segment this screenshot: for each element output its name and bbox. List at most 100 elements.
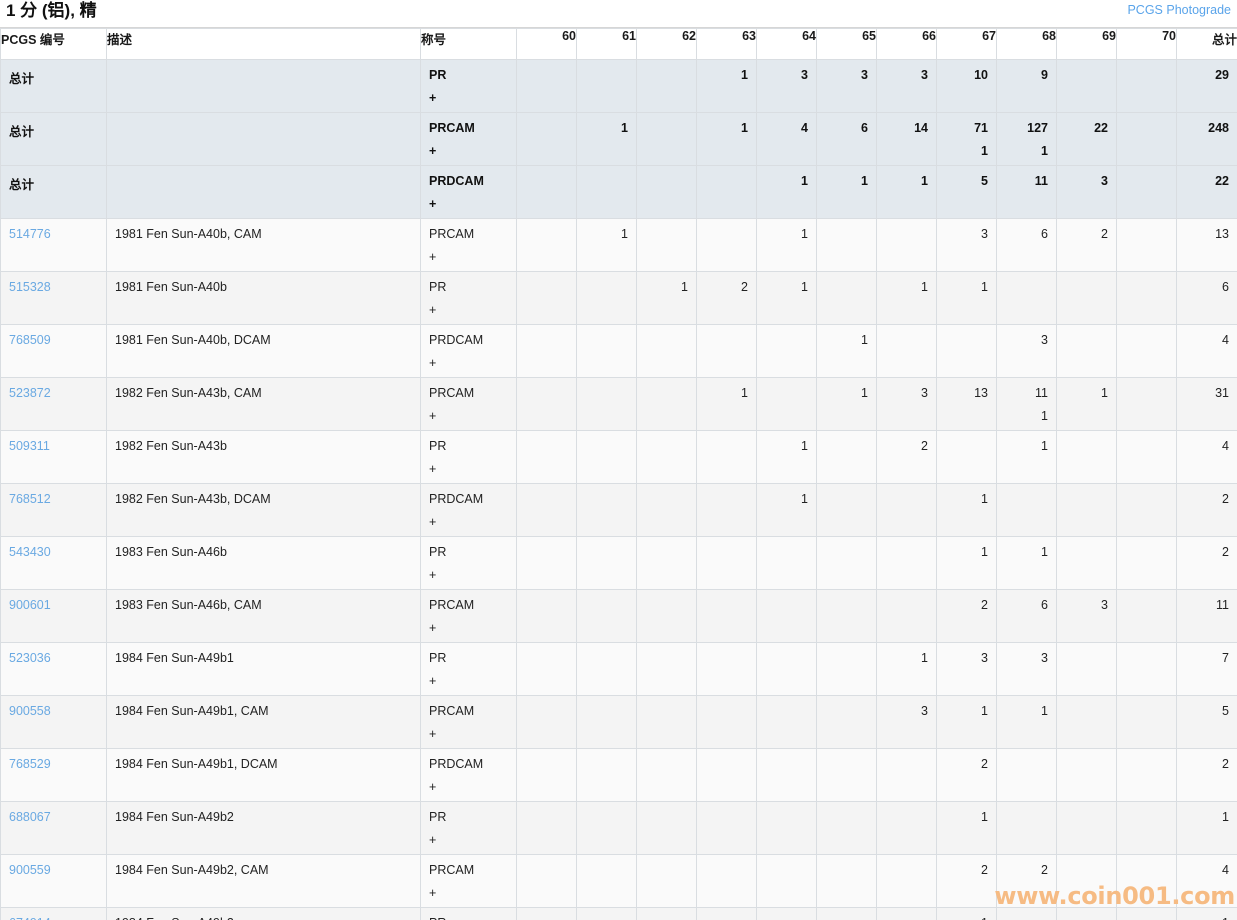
grade-cell-64 — [756, 324, 817, 378]
designation-cell: PR+ — [420, 271, 517, 325]
pcgs-number-link[interactable]: 543430 — [9, 545, 51, 559]
grade-cell-66 — [876, 854, 937, 908]
summary-grade-cell-60 — [516, 165, 577, 219]
grade-cell-61 — [576, 642, 637, 696]
grade-cell-65 — [816, 430, 877, 484]
grade-cell-66 — [876, 907, 937, 920]
description-cell: 1983 Fen Sun-A46b, CAM — [106, 589, 421, 643]
grade-count: 14 — [914, 121, 928, 135]
grade-cell-61 — [576, 695, 637, 749]
summary-total-cell: 22 — [1176, 165, 1237, 219]
column-header-grade-67[interactable]: 67 — [936, 28, 997, 60]
summary-total-cell: 248 — [1176, 112, 1237, 166]
pcgs-number-link[interactable]: 900558 — [9, 704, 51, 718]
pcgs-number-link[interactable]: 523872 — [9, 386, 51, 400]
pcgs-number-link[interactable]: 768509 — [9, 333, 51, 347]
pcgs-number-cell: 514776 — [0, 218, 107, 272]
column-header-grade-64[interactable]: 64 — [756, 28, 817, 60]
designation-cell: PR+ — [420, 907, 517, 920]
grade-cell-70 — [1116, 589, 1177, 643]
grade-cell-63 — [696, 642, 757, 696]
grade-cell-62 — [636, 483, 697, 537]
grade-count: 2 — [921, 439, 928, 453]
grade-cell-60 — [516, 430, 577, 484]
grade-count: 6 — [1041, 598, 1048, 612]
grade-cell-64 — [756, 377, 817, 431]
pcgs-number-link[interactable]: 515328 — [9, 280, 51, 294]
column-header-grade-66[interactable]: 66 — [876, 28, 937, 60]
grade-cell-60 — [516, 589, 577, 643]
grade-cell-68 — [996, 748, 1057, 802]
summary-grade-cell-62 — [636, 165, 697, 219]
summary-grade-cell-70 — [1116, 112, 1177, 166]
pcgs-number-link[interactable]: 688067 — [9, 810, 51, 824]
grade-cell-67 — [936, 324, 997, 378]
column-header-grade-68[interactable]: 68 — [996, 28, 1057, 60]
grade-cell-70 — [1116, 854, 1177, 908]
grade-count: 1 — [945, 916, 988, 920]
grade-cell-69 — [1056, 271, 1117, 325]
population-table: PCGS 编号 描述 称号 60 61 62 63 64 65 66 67 68… — [0, 28, 1237, 920]
column-header-total[interactable]: 总计 — [1176, 28, 1237, 60]
grade-count: 1 — [981, 810, 988, 824]
grade-cell-66 — [876, 218, 937, 272]
grade-cell-69: 1 — [1056, 377, 1117, 431]
designation-cell: PRCAM + — [420, 377, 517, 431]
column-header-pcgs-number[interactable]: PCGS 编号 — [0, 28, 107, 60]
grade-cell-69 — [1056, 801, 1117, 855]
grade-cell-64 — [756, 695, 817, 749]
total-cell: 5 — [1176, 695, 1237, 749]
column-header-grade-62[interactable]: 62 — [636, 28, 697, 60]
designation-cell: PRCAM + — [420, 589, 517, 643]
grade-count: 1 — [801, 439, 808, 453]
grade-cell-60 — [516, 854, 577, 908]
grade-cell-62 — [636, 748, 697, 802]
grade-cell-65 — [816, 695, 877, 749]
column-header-grade-65[interactable]: 65 — [816, 28, 877, 60]
grade-cell-68: 1 — [996, 430, 1057, 484]
pcgs-number-link[interactable]: 509311 — [9, 439, 50, 453]
grade-cell-63 — [696, 854, 757, 908]
pcgs-number-link[interactable]: 768512 — [9, 492, 51, 506]
grade-cell-66: 1 — [876, 271, 937, 325]
designation-cell: PRDCAM + — [420, 324, 517, 378]
column-header-grade-61[interactable]: 61 — [576, 28, 637, 60]
summary-grade-cell-61: 1 — [576, 112, 637, 166]
pcgs-number-link[interactable]: 523036 — [9, 651, 51, 665]
grade-count: 3 — [1041, 651, 1048, 665]
grade-count: 1 — [981, 280, 988, 294]
plus-grade-icon: + — [429, 674, 437, 688]
summary-grade-cell-69: 22 — [1056, 112, 1117, 166]
grade-cell-68: 3 — [996, 642, 1057, 696]
grade-cell-68: 2 — [996, 854, 1057, 908]
summary-row: 总计 PR +1 3 3 3 10 9 29 — [0, 59, 1237, 113]
column-header-grade-60[interactable]: 60 — [516, 28, 577, 60]
pcgs-number-link[interactable]: 768529 — [9, 757, 51, 771]
grade-cell-63 — [696, 536, 757, 590]
grade-cell-69 — [1056, 907, 1117, 920]
grade-cell-60 — [516, 907, 577, 920]
grade-count: 3 — [1101, 174, 1108, 188]
column-header-grade-63[interactable]: 63 — [696, 28, 757, 60]
pcgs-number-link[interactable]: 514776 — [9, 227, 51, 241]
grade-count: 3 — [1101, 598, 1108, 612]
pcgs-number-cell: 543430 — [0, 536, 107, 590]
pcgs-number-cell: 768509 — [0, 324, 107, 378]
table-row: 509311 1982 Fen Sun-A43b PR +1 2 1 4 — [0, 430, 1237, 484]
grade-cell-70 — [1116, 748, 1177, 802]
grade-cell-69: 3 — [1056, 589, 1117, 643]
pcgs-photograde-link[interactable]: PCGS Photograde — [1127, 3, 1231, 17]
grade-cell-68 — [996, 271, 1057, 325]
column-header-designation[interactable]: 称号 — [420, 28, 517, 60]
table-row: 768512 1982 Fen Sun-A43b, DCAM PRDCAM +1 1 2 — [0, 483, 1237, 537]
pcgs-number-link[interactable]: 674914 — [9, 916, 51, 920]
grade-cell-68 — [996, 907, 1057, 920]
column-header-grade-70[interactable]: 70 — [1116, 28, 1177, 60]
column-header-grade-69[interactable]: 69 — [1056, 28, 1117, 60]
grade-cell-66: 3 — [876, 377, 937, 431]
grade-cell-65: 1 — [816, 324, 877, 378]
column-header-description[interactable]: 描述 — [106, 28, 421, 60]
pcgs-number-link[interactable]: 900601 — [9, 598, 51, 612]
pcgs-number-link[interactable]: 900559 — [9, 863, 51, 877]
